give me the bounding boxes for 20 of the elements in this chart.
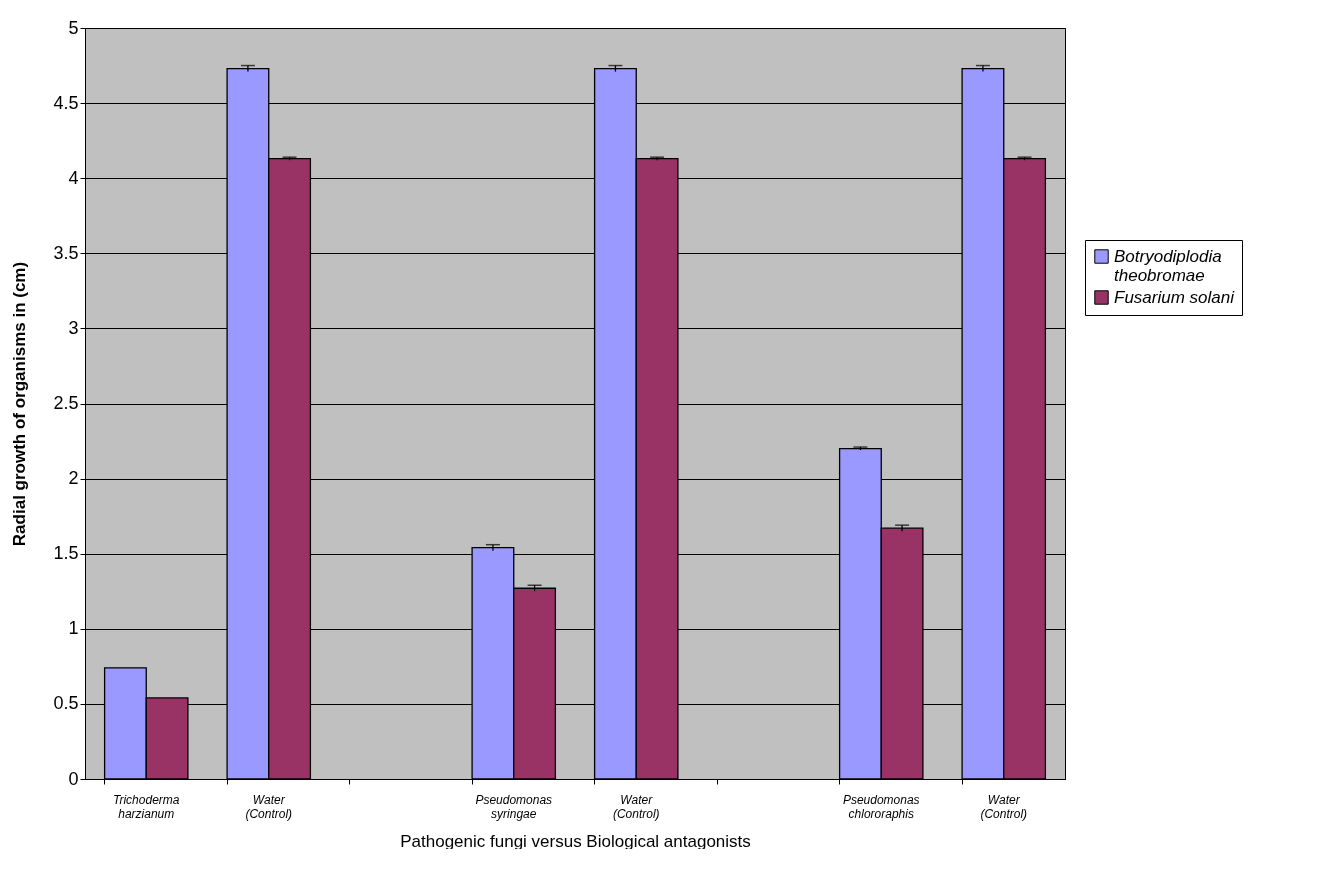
x-tick-label: Water (Control) bbox=[980, 792, 1028, 821]
x-tick-label: Pseudomonas chlororaphis bbox=[842, 792, 920, 821]
x-tick-label: Trichoderma harzianum bbox=[113, 792, 180, 821]
y-tick-label: 5 bbox=[68, 17, 79, 38]
y-tick-label: 4 bbox=[68, 167, 79, 188]
y-tick-label: 1.5 bbox=[53, 543, 79, 564]
legend-label: Botryodiplodia theobromae bbox=[1114, 246, 1222, 285]
x-tick-label: Pseudomonas syringae bbox=[475, 792, 553, 821]
legend-label: Fusarium solani bbox=[1114, 287, 1236, 307]
y-tick-label: 3 bbox=[68, 317, 79, 338]
y-tick-label: 1 bbox=[68, 618, 79, 639]
y-axis-title: Radial growth of organisms in (cm) bbox=[10, 261, 30, 547]
y-tick-label: 4.5 bbox=[53, 92, 79, 113]
y-tick-label: 0.5 bbox=[53, 693, 79, 714]
x-tick-label: Water (Control) bbox=[245, 792, 293, 821]
y-tick-label: 0 bbox=[68, 768, 79, 789]
y-tick-label: 2 bbox=[68, 468, 79, 489]
y-tick-label: 2.5 bbox=[53, 393, 79, 413]
x-tick-label: Water (Control) bbox=[612, 792, 660, 821]
y-tick-label: 3.5 bbox=[53, 242, 79, 263]
